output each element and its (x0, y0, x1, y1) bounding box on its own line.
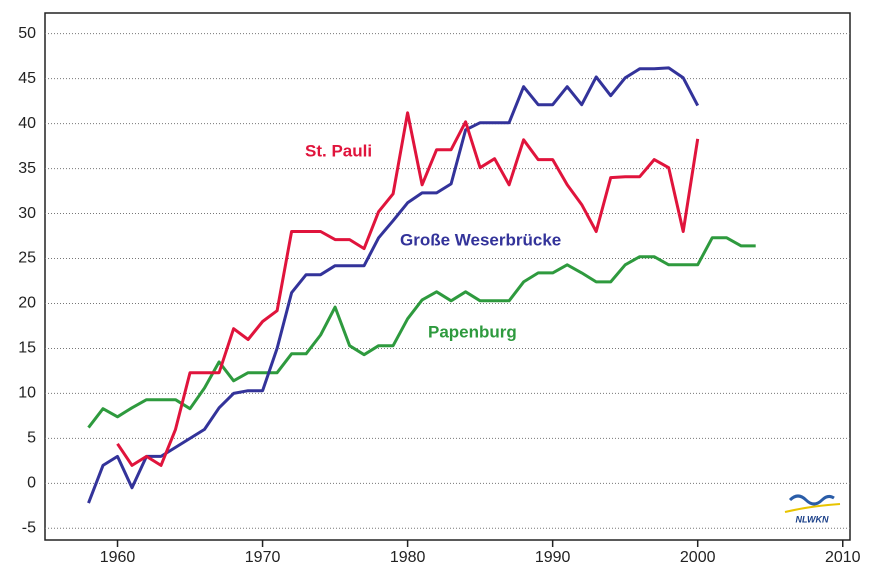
x-tick-label: 1970 (245, 549, 281, 566)
series-label: Papenburg (428, 322, 517, 341)
series-line (87, 66, 700, 504)
x-tick-label: 1990 (535, 549, 571, 566)
logo-line (784, 503, 841, 513)
y-tick-label: 50 (18, 25, 36, 42)
y-tick-label: -5 (22, 520, 36, 537)
y-tick-label: 30 (18, 205, 36, 222)
y-tick-label: 25 (18, 250, 36, 267)
y-tick-label: 10 (18, 385, 36, 402)
series-line (87, 236, 756, 429)
x-tick-label: 2000 (680, 549, 716, 566)
y-tick-label: 0 (27, 475, 36, 492)
y-tick-label: 35 (18, 160, 36, 177)
y-tick-label: 40 (18, 115, 36, 132)
logo-text: NLWKN (796, 514, 829, 524)
x-tick-label: 1960 (100, 549, 136, 566)
x-tick-label: 1980 (390, 549, 426, 566)
y-tick-label: 15 (18, 340, 36, 357)
logo-wave (788, 494, 835, 506)
plot-frame (44, 12, 851, 541)
series-label: Große Weserbrücke (400, 230, 561, 249)
y-tick-label: 45 (18, 70, 36, 87)
y-tick-label: 5 (27, 430, 36, 447)
series-label: St. Pauli (305, 141, 372, 160)
x-tick-label: 2010 (825, 549, 861, 566)
y-tick-label: 20 (18, 295, 36, 312)
series-line (116, 111, 700, 467)
logo: NLWKN (784, 494, 841, 524)
